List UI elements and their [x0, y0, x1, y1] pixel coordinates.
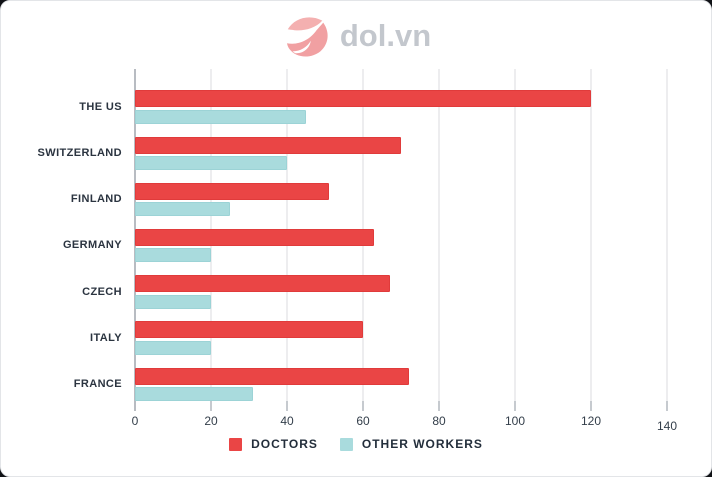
legend-label: DOCTORS	[251, 437, 318, 451]
bar-other-workers-3	[135, 248, 211, 263]
dol-logo-icon	[286, 17, 328, 57]
bar-doctors-4	[135, 275, 390, 293]
category-label: FRANCE	[73, 378, 122, 391]
bar-doctors-6	[135, 367, 409, 385]
legend-item-doctors: DOCTORS	[229, 437, 318, 451]
legend-swatch	[229, 437, 243, 451]
x-tick-label: 40	[280, 414, 294, 428]
tick-mark-x-80	[438, 401, 440, 411]
x-tick-label: 100	[504, 414, 526, 428]
tick-mark-x-40	[286, 401, 288, 411]
x-tick-label: 140	[656, 419, 678, 433]
bar-other-workers-6	[135, 387, 253, 402]
x-tick-label: 60	[356, 414, 370, 428]
tick-mark-x-140	[666, 401, 668, 411]
category-label: CZECH	[82, 285, 122, 298]
bar-other-workers-5	[135, 340, 211, 355]
tick-mark-x-60	[362, 401, 364, 411]
x-tick-label: 80	[432, 414, 446, 428]
category-label: GERMANY	[62, 239, 122, 252]
bar-doctors-3	[135, 228, 375, 246]
tick-mark-x-120	[590, 401, 592, 411]
logo-text: dol.vn	[339, 18, 432, 53]
gridline-x-100	[514, 69, 516, 401]
bar-other-workers-0	[135, 109, 306, 124]
category-label: ITALY	[90, 331, 122, 344]
legend-label: OTHER WORKERS	[361, 437, 483, 451]
bar-other-workers-1	[135, 156, 287, 171]
gridline-x-140	[666, 69, 668, 401]
chart-legend: DOCTORS OTHER WORKERS	[1, 435, 711, 453]
category-label: FINLAND	[70, 193, 122, 206]
logo: dol.vn	[1, 9, 711, 63]
category-label: THE US	[79, 100, 122, 113]
x-tick-label: 120	[580, 414, 602, 428]
bar-other-workers-2	[135, 202, 230, 217]
bar-doctors-2	[135, 182, 329, 200]
bar-doctors-5	[135, 321, 363, 339]
tick-mark-x-20	[210, 401, 212, 411]
category-label: SWITZERLAND	[37, 147, 122, 160]
bar-other-workers-4	[135, 294, 211, 309]
gridline-x-120	[590, 69, 592, 401]
tick-mark-x-100	[514, 401, 516, 411]
x-tick-label: 0	[131, 414, 139, 428]
legend-swatch	[339, 437, 353, 451]
gridline-x-80	[438, 69, 440, 401]
x-tick-label: 20	[204, 414, 218, 428]
bar-doctors-0	[135, 90, 591, 108]
bar-doctors-1	[135, 136, 401, 154]
legend-item-other-workers: OTHER WORKERS	[339, 437, 483, 451]
